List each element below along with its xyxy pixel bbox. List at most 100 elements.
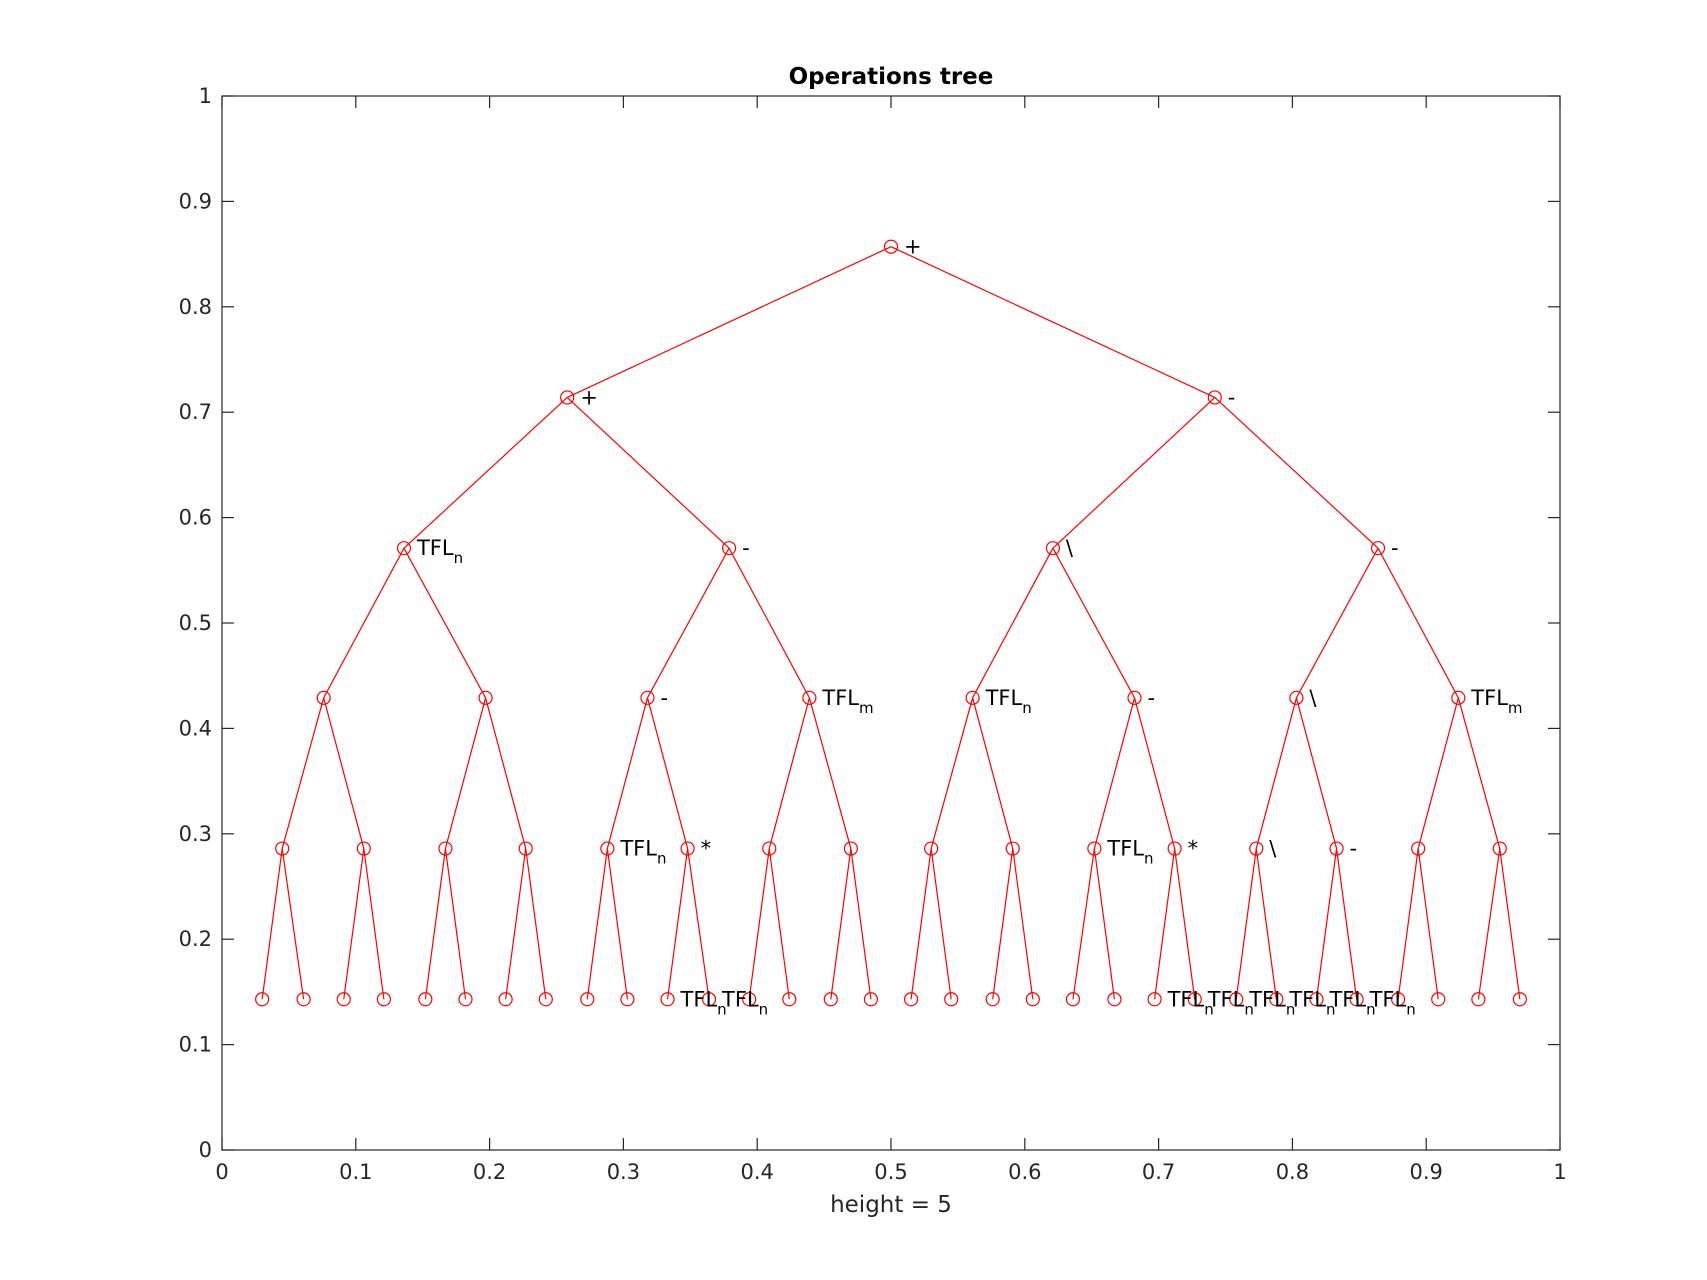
node-label-text: TFL — [1207, 987, 1245, 1011]
tree-edge — [850, 848, 872, 1000]
node-label: \ — [1309, 686, 1317, 710]
tree-edge — [910, 848, 932, 1000]
tree-node — [1269, 992, 1284, 1007]
x-tick-label: 0 — [215, 1160, 228, 1184]
tree-edge — [1499, 848, 1521, 1000]
tree-node — [1147, 992, 1162, 1007]
node-label: - — [742, 536, 750, 560]
tree-node — [1431, 992, 1446, 1007]
tree-node — [924, 841, 939, 856]
tree-edge — [606, 848, 629, 1000]
tree-edge — [646, 697, 689, 849]
node-label-subscript: n — [717, 1000, 727, 1018]
tree-node — [580, 992, 595, 1007]
tree-edge — [1214, 397, 1379, 549]
node-label-subscript: n — [657, 850, 667, 868]
node-label-text: TFL — [1288, 987, 1326, 1011]
tree-edge — [930, 697, 974, 849]
tree-node — [1187, 992, 1202, 1007]
tree-edge — [1417, 848, 1439, 1000]
node-label: TFLn — [1207, 987, 1254, 1018]
tree-edge — [1315, 848, 1338, 1000]
tree-node — [863, 992, 879, 1007]
node-label-subscript: n — [454, 549, 464, 567]
tree-edge — [1133, 697, 1176, 849]
tree-node — [1065, 992, 1081, 1007]
tree-node — [1451, 690, 1466, 705]
node-label-text: TFL — [985, 686, 1023, 710]
tree-edge — [666, 848, 689, 1000]
tree-edge — [728, 547, 810, 699]
tree-edge — [403, 547, 487, 699]
x-tick-label: 0.8 — [1276, 1160, 1309, 1184]
tree-edge — [1417, 697, 1459, 849]
tree-node — [478, 690, 493, 705]
node-label-subscript: m — [859, 699, 874, 717]
tree-node — [883, 239, 899, 254]
tree-node — [1391, 992, 1406, 1007]
tree-node — [376, 992, 391, 1007]
node-label: TFLn — [1369, 987, 1416, 1018]
tree-node — [560, 390, 575, 405]
node-label: - — [660, 686, 668, 710]
node-label: - — [1391, 536, 1399, 560]
tree-edge — [1052, 397, 1216, 549]
tree-node — [1207, 390, 1222, 405]
node-label-text: TFL — [1369, 987, 1407, 1011]
y-tick-label: 0 — [199, 1138, 212, 1162]
tree-node — [620, 992, 635, 1007]
node-label-text: TFL — [1167, 987, 1205, 1011]
node-label-text: TFL — [416, 536, 454, 560]
tree-edge — [606, 697, 649, 849]
node-label: * — [1188, 837, 1199, 861]
tree-node — [538, 992, 553, 1007]
node-label-text: TFL — [1328, 987, 1366, 1011]
y-tick-label: 0.6 — [179, 506, 212, 530]
node-label-subscript: m — [1508, 699, 1523, 717]
tree-node — [1025, 992, 1040, 1007]
tree-node — [1471, 992, 1486, 1007]
x-tick-label: 0.4 — [740, 1160, 773, 1184]
tree-node — [1229, 992, 1244, 1007]
node-label-subscript: n — [1244, 1000, 1254, 1018]
tree-edge — [586, 848, 608, 1000]
tree-node — [356, 841, 371, 856]
x-tick-label: 0.5 — [874, 1160, 907, 1184]
tree-node — [1087, 841, 1102, 856]
tree-edge — [1295, 547, 1379, 699]
tree-edge — [566, 397, 730, 549]
tree-node — [498, 992, 513, 1007]
node-label: - — [1350, 837, 1358, 861]
tree-edge — [1457, 697, 1501, 849]
node-label-text: TFL — [1248, 987, 1286, 1011]
tree-edge — [1153, 848, 1176, 1000]
tree-edge — [403, 397, 568, 549]
node-label: TFLn — [1248, 987, 1295, 1018]
tree-edge — [972, 697, 1014, 849]
x-tick-label: 1 — [1553, 1160, 1566, 1184]
node-label-text: * — [701, 837, 712, 861]
tree-edge — [992, 848, 1014, 1000]
tree-edge — [768, 697, 810, 849]
tree-edge — [363, 848, 385, 1000]
tree-edge — [1012, 848, 1034, 1000]
node-label: TFLn — [1328, 987, 1375, 1018]
node-label: TFLn — [680, 987, 727, 1018]
tree-edge — [1377, 547, 1459, 699]
tree-edge — [1093, 697, 1136, 849]
tree-node — [660, 992, 675, 1007]
tree-node — [518, 841, 533, 856]
node-label-text: - — [742, 536, 750, 560]
tree-node — [1127, 690, 1142, 705]
x-tick-label: 0.7 — [1142, 1160, 1175, 1184]
tree-edge — [343, 848, 365, 1000]
tree-edge — [1093, 848, 1116, 1000]
tree-edge — [890, 246, 1216, 398]
tree-node — [316, 690, 331, 705]
tree-node — [680, 841, 695, 856]
x-tick-label: 0.3 — [607, 1160, 640, 1184]
chart-title: Operations tree — [789, 64, 994, 90]
tree-node — [782, 992, 797, 1007]
tree-nodes — [255, 239, 1527, 1007]
tree-node — [418, 992, 433, 1007]
